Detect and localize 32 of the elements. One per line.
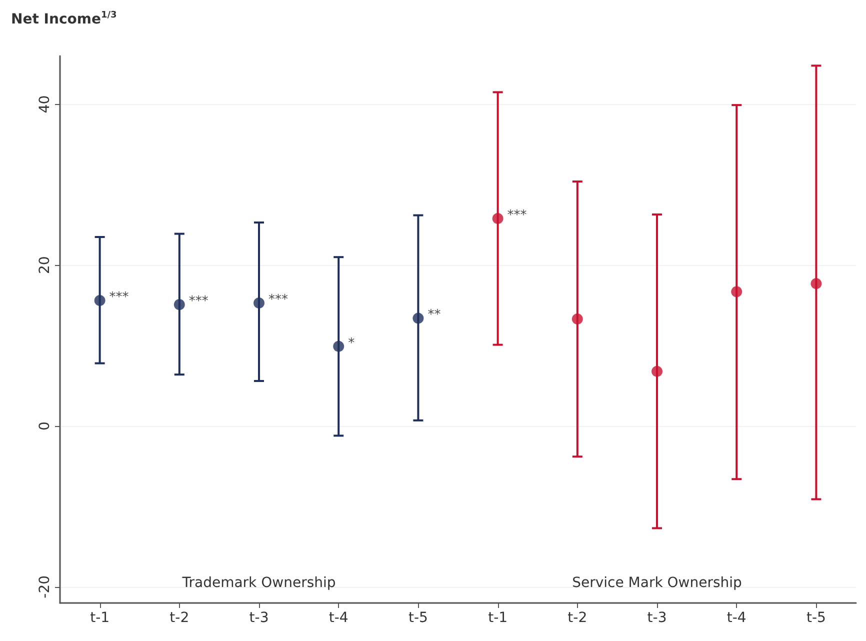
data-label: *** [507,208,528,223]
point [412,312,424,324]
x-tick-label: t-3 [647,610,667,626]
data-label: *** [268,292,288,308]
x-tick-label: t-3 [249,610,269,626]
point [174,299,185,310]
point [492,212,504,224]
data-label: ** [428,308,442,323]
point [731,286,742,298]
x-tick-label: t-2 [568,610,588,626]
y-tick-label: 40 [37,95,53,114]
point [94,295,106,306]
x-tick-label: t-4 [726,610,746,626]
x-tick-label: t-2 [170,610,190,626]
x-tick-label: t-5 [806,610,826,626]
data-label: *** [109,290,130,306]
point [652,366,662,377]
x-tick-label: t-4 [328,610,348,626]
y-tick-label: 0 [37,422,53,430]
point [572,314,583,325]
x-tick-label: t-5 [408,610,428,626]
annotation: Trademark Ownership [181,575,336,591]
point [333,340,344,352]
data-label: * [348,336,356,351]
y-tick-label: 20 [37,256,53,274]
point [810,278,822,290]
data-label: *** [188,294,209,310]
annotation: Service Mark Ownership [572,575,742,591]
x-tick-label: t-1 [488,610,508,626]
x-tick-label: t-1 [90,610,110,626]
y-tick-label: -20 [37,575,53,598]
point [254,297,264,308]
